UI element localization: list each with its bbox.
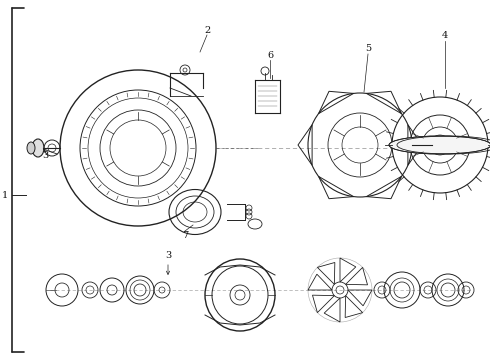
Text: 4: 4	[442, 31, 448, 40]
Text: 3: 3	[42, 150, 48, 159]
Ellipse shape	[32, 139, 44, 157]
Ellipse shape	[430, 139, 438, 151]
Text: 6: 6	[267, 50, 273, 59]
Ellipse shape	[389, 136, 490, 154]
Text: 2: 2	[204, 26, 210, 35]
Text: 3: 3	[165, 251, 171, 260]
Ellipse shape	[27, 142, 35, 154]
Text: 7: 7	[182, 230, 188, 239]
Text: 1: 1	[2, 190, 8, 199]
Text: 5: 5	[365, 44, 371, 53]
